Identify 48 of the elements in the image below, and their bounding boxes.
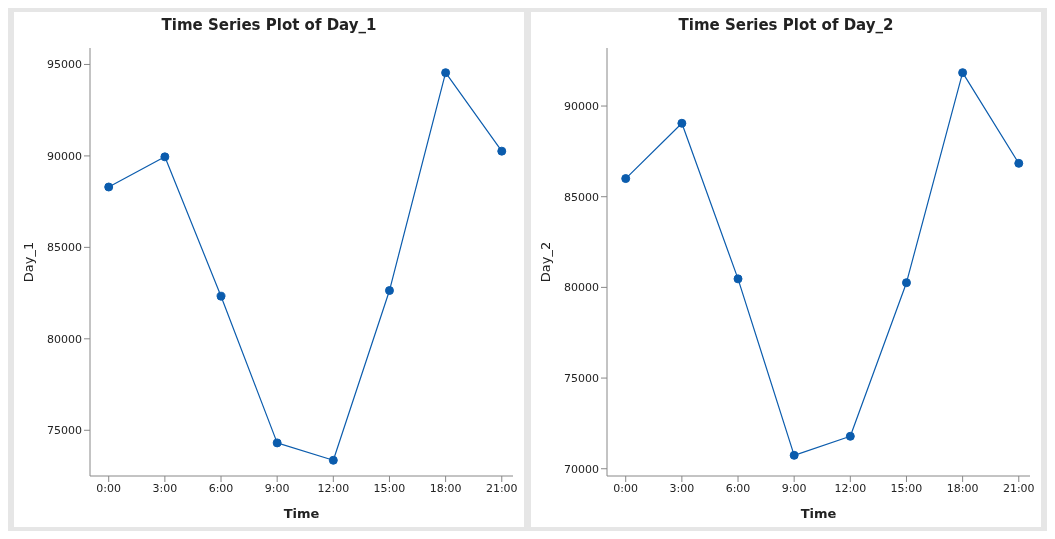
x-tick-label: 0:00: [613, 481, 639, 495]
x-tick-label: 6:00: [208, 481, 234, 495]
y-tick-label: 85000: [47, 241, 82, 255]
point: [272, 438, 282, 448]
x-tick-label: 12:00: [834, 481, 867, 495]
x-tick-label: 15:00: [890, 481, 923, 495]
point: [497, 146, 507, 156]
x-tick-label: 18:00: [946, 481, 979, 495]
y-axis-title: Day_2: [537, 241, 553, 283]
point: [845, 431, 855, 441]
point: [441, 68, 451, 78]
point: [1014, 158, 1024, 168]
y-tick-label: 95000: [47, 58, 82, 72]
chart-title: Time Series Plot of Day_2: [677, 16, 895, 34]
point: [901, 278, 911, 288]
x-tick-label: 3:00: [669, 481, 695, 495]
y-tick-label: 90000: [47, 149, 82, 163]
y-axis-title: Day_1: [20, 241, 36, 283]
y-tick-label: 80000: [47, 332, 82, 346]
x-tick-label: 18:00: [429, 481, 462, 495]
point: [160, 152, 170, 162]
point: [384, 286, 394, 296]
point: [958, 68, 968, 78]
x-tick-label: 15:00: [373, 481, 406, 495]
y-tick-label: 80000: [564, 281, 599, 295]
point: [789, 450, 799, 460]
x-axis-title: Time: [800, 506, 837, 521]
y-tick-label: 90000: [564, 99, 599, 113]
point: [328, 455, 338, 465]
chart-title: Time Series Plot of Day_1: [160, 16, 378, 34]
x-tick-label: 21:00: [485, 481, 518, 495]
y-tick-label: 70000: [564, 462, 599, 476]
point: [677, 118, 687, 128]
x-tick-label: 9:00: [781, 481, 807, 495]
point: [621, 174, 631, 184]
x-tick-label: 12:00: [317, 481, 350, 495]
x-tick-label: 0:00: [96, 481, 122, 495]
x-tick-label: 3:00: [152, 481, 178, 495]
y-tick-label: 75000: [47, 424, 82, 438]
x-tick-label: 9:00: [264, 481, 290, 495]
x-tick-label: 6:00: [725, 481, 751, 495]
x-tick-label: 21:00: [1002, 481, 1035, 495]
y-tick-label: 85000: [564, 190, 599, 204]
point: [216, 291, 226, 301]
point: [104, 182, 114, 192]
point: [733, 274, 743, 284]
y-tick-label: 75000: [564, 371, 599, 385]
x-axis-title: Time: [283, 506, 320, 521]
